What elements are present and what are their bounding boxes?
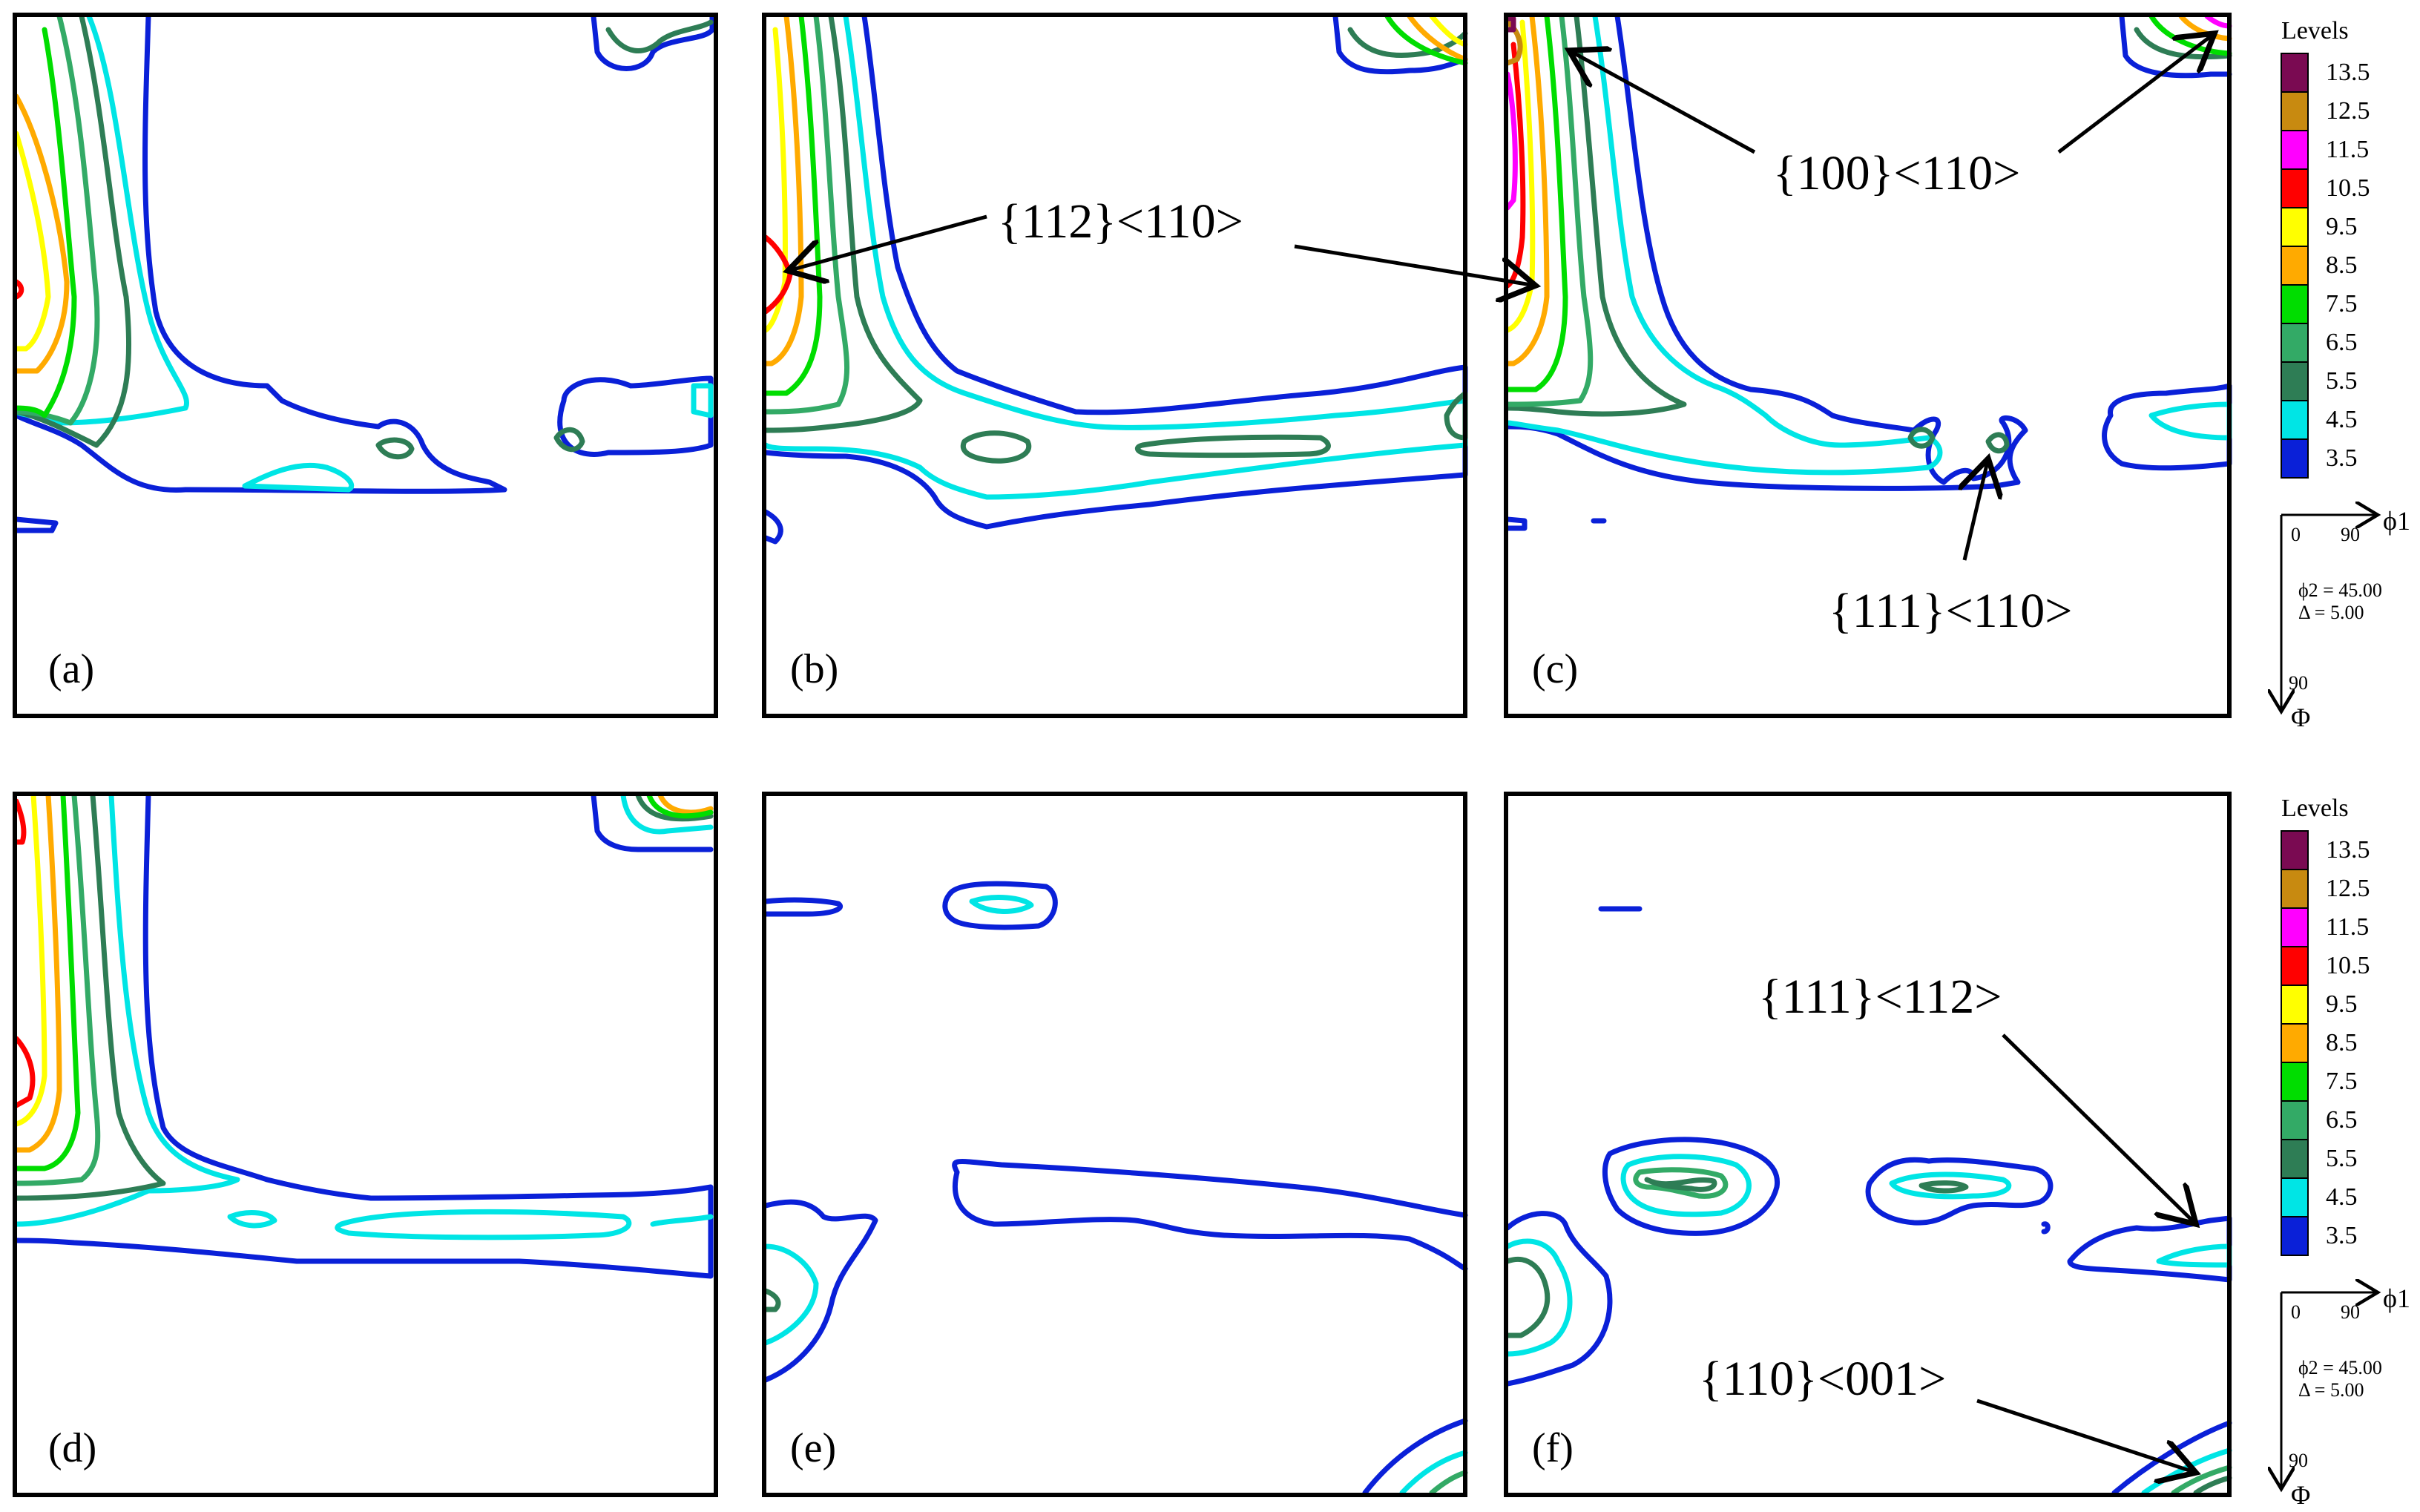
legend-level-4.5-top: 4.5 xyxy=(2326,406,2358,433)
panel-e: (e) xyxy=(762,792,1468,1497)
legend-bottom: Levels 13.5 12.5 11.5 10.5 9.5 8.5 7.5 6.5 5.5 4.5… xyxy=(2281,795,2410,1510)
legend-swatch-9.5-top xyxy=(2281,207,2309,247)
annot-110-001: {110}<001> xyxy=(1699,1352,1946,1406)
axis-zero-bottom: 0 xyxy=(2291,1301,2301,1323)
axis-phi1-label-top: ϕ1 xyxy=(2383,506,2410,536)
legend-swatch-4.5-bottom xyxy=(2281,1177,2309,1217)
legend-swatch-13.5-top xyxy=(2281,53,2309,93)
panel-label-e: (e) xyxy=(790,1425,836,1471)
axis-ninety-y-top: 90 xyxy=(2289,672,2308,694)
axis-ninety-x-top: 90 xyxy=(2341,524,2360,545)
axis-phi2-text-top: ϕ2 = 45.00 xyxy=(2298,579,2382,601)
axis-delta-text-top: Δ = 5.00 xyxy=(2298,602,2364,623)
legend-swatch-5.5-top xyxy=(2281,361,2309,401)
legend-title-bottom: Levels xyxy=(2281,795,2349,822)
axis-delta-text-bottom: Δ = 5.00 xyxy=(2298,1379,2364,1401)
legend-level-3.5-bottom: 3.5 xyxy=(2326,1222,2358,1249)
legend-swatch-7.5-top xyxy=(2281,284,2309,324)
arrow-100-left xyxy=(1569,50,1756,154)
panel-a: (a) xyxy=(13,13,718,718)
legend-level-8.5-bottom: 8.5 xyxy=(2326,1029,2358,1056)
legend-swatch-8.5-top xyxy=(2281,246,2309,286)
legend-swatch-3.5-top xyxy=(2281,438,2309,479)
legend-level-5.5-bottom: 5.5 xyxy=(2326,1145,2358,1172)
panel-c: (c) xyxy=(1504,13,2232,718)
panel-f: (f) xyxy=(1504,792,2232,1497)
annot-111-110: {111}<110> xyxy=(1829,584,2072,638)
panel-label-f: (f) xyxy=(1532,1425,1574,1471)
legend-swatch-10.5-top xyxy=(2281,168,2309,208)
legend-title-top: Levels xyxy=(2281,17,2349,45)
legend-level-5.5-top: 5.5 xyxy=(2326,367,2358,395)
legend-swatch-10.5-bottom xyxy=(2281,946,2309,986)
legend-swatch-6.5-top xyxy=(2281,323,2309,363)
axis-zero-top: 0 xyxy=(2291,524,2301,545)
axis-phi1-label-bottom: ϕ1 xyxy=(2383,1283,2410,1313)
axis-Phi-label-top: Φ xyxy=(2291,703,2310,732)
legend-level-6.5-bottom: 6.5 xyxy=(2326,1106,2358,1134)
annot-100-110: {100}<110> xyxy=(1773,146,2020,200)
axis-Phi-label-bottom: Φ xyxy=(2291,1480,2310,1510)
legend-swatch-12.5-bottom xyxy=(2281,869,2309,909)
panel-label-d: (d) xyxy=(48,1425,96,1471)
legend-level-8.5-top: 8.5 xyxy=(2326,252,2358,279)
annot-112-110: {112}<110> xyxy=(998,194,1243,249)
arrow-100-right xyxy=(2057,33,2215,154)
legend-swatch-11.5-bottom xyxy=(2281,907,2309,947)
legend-level-10.5-bottom: 10.5 xyxy=(2326,952,2370,979)
legend-level-10.5-top: 10.5 xyxy=(2326,174,2370,202)
legend-level-3.5-top: 3.5 xyxy=(2326,444,2358,472)
legend-swatch-12.5-top xyxy=(2281,91,2309,131)
legend-swatch-4.5-top xyxy=(2281,400,2309,440)
legend-swatch-5.5-bottom xyxy=(2281,1139,2309,1179)
legend-level-9.5-bottom: 9.5 xyxy=(2326,990,2358,1018)
arrow-111-112 xyxy=(2002,1033,2196,1224)
legend-level-11.5-bottom: 11.5 xyxy=(2326,913,2369,941)
legend-top: Levels 13.5 12.5 11.5 10.5 9.5 8.5 7.5 6.5 5.5 4.5… xyxy=(2281,17,2410,732)
legend-level-13.5-bottom: 13.5 xyxy=(2326,836,2370,864)
legend-level-12.5-bottom: 12.5 xyxy=(2326,875,2370,902)
legend-swatch-3.5-bottom xyxy=(2281,1216,2309,1256)
legend-level-6.5-top: 6.5 xyxy=(2326,329,2358,356)
legend-level-13.5-top: 13.5 xyxy=(2326,59,2370,86)
axis-ninety-y-bottom: 90 xyxy=(2289,1450,2308,1471)
legend-swatch-11.5-top xyxy=(2281,130,2309,170)
panel-label-c: (c) xyxy=(1532,646,1578,692)
annot-111-112: {111}<112> xyxy=(1758,970,2002,1024)
arrow-110-001 xyxy=(1976,1398,2196,1473)
panel-d: (d) xyxy=(13,792,718,1497)
arrow-111-110 xyxy=(1964,458,1988,561)
axis-phi2-text-bottom: ϕ2 = 45.00 xyxy=(2298,1357,2382,1378)
legend-level-9.5-top: 9.5 xyxy=(2326,213,2358,240)
legend-swatch-13.5-bottom xyxy=(2281,830,2309,870)
panel-label-a: (a) xyxy=(48,646,94,692)
legend-swatch-8.5-bottom xyxy=(2281,1023,2309,1063)
arrow-112-to-c xyxy=(1294,244,1536,286)
axis-ninety-x-bottom: 90 xyxy=(2341,1301,2360,1323)
legend-swatch-9.5-bottom xyxy=(2281,985,2309,1025)
panel-b: (b) xyxy=(762,13,1468,718)
annotations: {112}<110> {100}<110> {111}<110> {111}<1… xyxy=(788,33,2215,1473)
legend-swatch-6.5-bottom xyxy=(2281,1100,2309,1140)
arrow-112-to-b xyxy=(788,214,987,271)
legend-level-7.5-bottom: 7.5 xyxy=(2326,1068,2358,1095)
panel-label-b: (b) xyxy=(790,646,838,692)
legend-level-7.5-top: 7.5 xyxy=(2326,290,2358,318)
legend-level-4.5-bottom: 4.5 xyxy=(2326,1183,2358,1211)
legend-level-11.5-top: 11.5 xyxy=(2326,136,2369,163)
legend-level-12.5-top: 12.5 xyxy=(2326,97,2370,125)
legend-swatch-7.5-bottom xyxy=(2281,1062,2309,1102)
